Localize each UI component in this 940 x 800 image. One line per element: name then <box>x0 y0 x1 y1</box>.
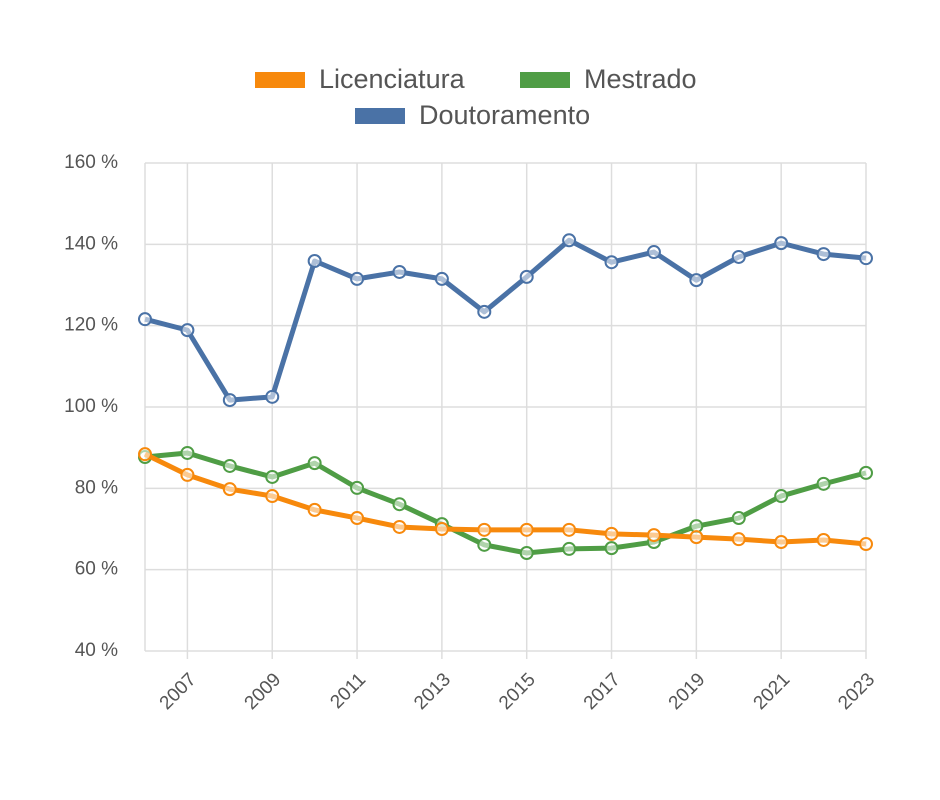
x-tick-label: 2019 <box>665 669 710 714</box>
point <box>774 489 789 504</box>
legend-label: Mestrado <box>584 64 697 94</box>
point <box>689 273 704 288</box>
x-tick-label: 2015 <box>495 669 540 714</box>
point <box>562 522 577 537</box>
point <box>477 522 492 537</box>
point <box>774 535 789 550</box>
legend-swatch <box>355 108 405 124</box>
point <box>434 271 449 286</box>
x-tick-label: 2023 <box>834 669 879 714</box>
y-tick-label: 140 % <box>64 233 118 254</box>
point <box>350 511 365 526</box>
point <box>519 545 534 560</box>
point <box>731 249 746 264</box>
y-tick-label: 60 % <box>75 559 118 580</box>
point <box>519 269 534 284</box>
point <box>350 480 365 495</box>
point <box>646 528 661 543</box>
point <box>350 271 365 286</box>
point <box>562 541 577 556</box>
point <box>859 251 873 266</box>
point <box>265 389 280 404</box>
y-tick-label: 100 % <box>64 396 118 417</box>
y-tick-label: 160 % <box>64 152 118 173</box>
x-tick-label: 2011 <box>326 669 370 713</box>
x-tick-label: 2013 <box>410 669 455 714</box>
x-tick-label: 2009 <box>241 669 286 714</box>
x-tick-label: 2017 <box>580 669 625 714</box>
y-tick-label: 120 % <box>64 315 118 336</box>
point <box>731 532 746 547</box>
point <box>604 541 619 556</box>
point <box>646 245 661 260</box>
point <box>222 458 237 473</box>
point <box>307 502 322 517</box>
point <box>816 532 831 547</box>
point <box>477 304 492 319</box>
point <box>816 247 831 262</box>
legend-swatch <box>520 72 570 88</box>
point <box>689 530 704 545</box>
point <box>604 255 619 270</box>
legend-swatch <box>255 72 305 88</box>
point <box>774 236 789 251</box>
point <box>180 467 195 482</box>
x-tick-label: 2021 <box>750 669 795 714</box>
point <box>307 456 322 471</box>
y-tick-label: 80 % <box>75 477 118 498</box>
point <box>562 233 577 248</box>
legend-label: Licenciatura <box>319 64 466 94</box>
point <box>392 497 407 512</box>
point <box>138 312 152 327</box>
point <box>859 537 873 552</box>
point <box>731 511 746 526</box>
point <box>392 264 407 279</box>
point <box>604 526 619 541</box>
point <box>307 254 322 269</box>
point <box>222 482 237 497</box>
x-tick-label: 2007 <box>156 669 201 714</box>
point <box>265 469 280 484</box>
point <box>180 323 195 338</box>
point <box>222 393 237 408</box>
point <box>477 537 492 552</box>
point <box>519 522 534 537</box>
line <box>144 237 867 403</box>
point <box>138 447 152 462</box>
point <box>392 519 407 534</box>
point <box>859 465 873 480</box>
line <box>144 450 867 556</box>
point <box>816 476 831 491</box>
point <box>265 489 280 504</box>
legend-label: Doutoramento <box>419 100 590 130</box>
point <box>434 522 449 536</box>
point <box>180 445 195 460</box>
line <box>143 451 867 547</box>
y-tick-label: 40 % <box>75 640 118 661</box>
